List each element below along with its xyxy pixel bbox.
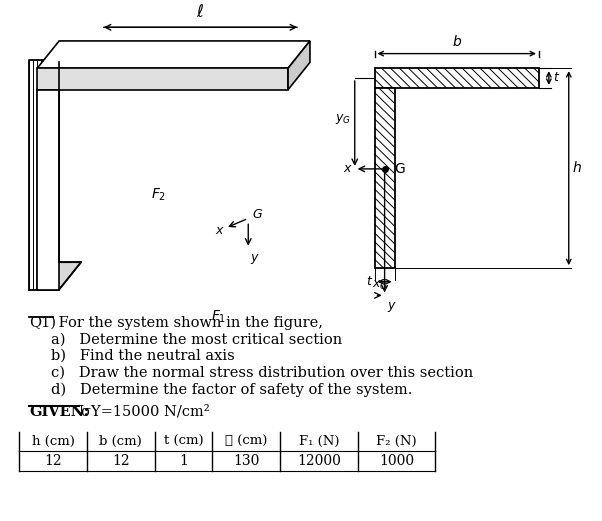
Text: c)   Draw the normal stress distribution over this section: c) Draw the normal stress distribution o…	[51, 366, 473, 380]
Text: h (cm): h (cm)	[32, 435, 75, 448]
Text: ℓ (cm): ℓ (cm)	[225, 435, 267, 448]
Text: h: h	[573, 161, 582, 175]
Text: 12000: 12000	[297, 454, 341, 468]
Text: t (cm): t (cm)	[164, 435, 203, 448]
Text: σY=15000 N/cm²: σY=15000 N/cm²	[81, 405, 209, 418]
Text: y: y	[250, 251, 258, 264]
Polygon shape	[37, 90, 59, 290]
Text: a)   Determine the most critical section: a) Determine the most critical section	[51, 332, 343, 346]
Text: b (cm): b (cm)	[99, 435, 142, 448]
Text: Q1): Q1)	[29, 316, 56, 330]
Polygon shape	[37, 63, 59, 290]
Text: d)   Determine the factor of safety of the system.: d) Determine the factor of safety of the…	[51, 382, 412, 396]
Text: x: x	[215, 224, 222, 237]
Text: GIVEN:: GIVEN:	[29, 405, 89, 418]
Bar	[374, 88, 394, 268]
Text: x: x	[343, 163, 351, 176]
Bar	[374, 68, 539, 88]
Text: F₂ (N): F₂ (N)	[376, 435, 417, 448]
Text: $F_1$: $F_1$	[211, 308, 226, 325]
Text: $F_2$: $F_2$	[151, 187, 166, 203]
Text: For the system shown in the figure,: For the system shown in the figure,	[54, 316, 323, 330]
Text: 12: 12	[112, 454, 129, 468]
Text: t: t	[553, 71, 557, 84]
Polygon shape	[37, 41, 310, 68]
Text: 12: 12	[45, 454, 62, 468]
Text: $\ell$: $\ell$	[196, 4, 205, 21]
Polygon shape	[37, 262, 81, 290]
Text: 1000: 1000	[379, 454, 414, 468]
Text: $G$: $G$	[252, 208, 263, 221]
Text: $y_G$: $y_G$	[335, 111, 351, 126]
Text: F₁ (N): F₁ (N)	[299, 435, 339, 448]
Text: 1: 1	[179, 454, 188, 468]
Text: G: G	[394, 162, 405, 176]
Text: b)   Find the neutral axis: b) Find the neutral axis	[51, 349, 235, 363]
Text: $x_G$: $x_G$	[371, 279, 388, 292]
Text: y: y	[388, 299, 395, 312]
Text: 130: 130	[233, 454, 259, 468]
Polygon shape	[37, 68, 288, 90]
Text: b: b	[452, 35, 461, 49]
Text: t: t	[366, 275, 371, 288]
Polygon shape	[288, 41, 310, 90]
